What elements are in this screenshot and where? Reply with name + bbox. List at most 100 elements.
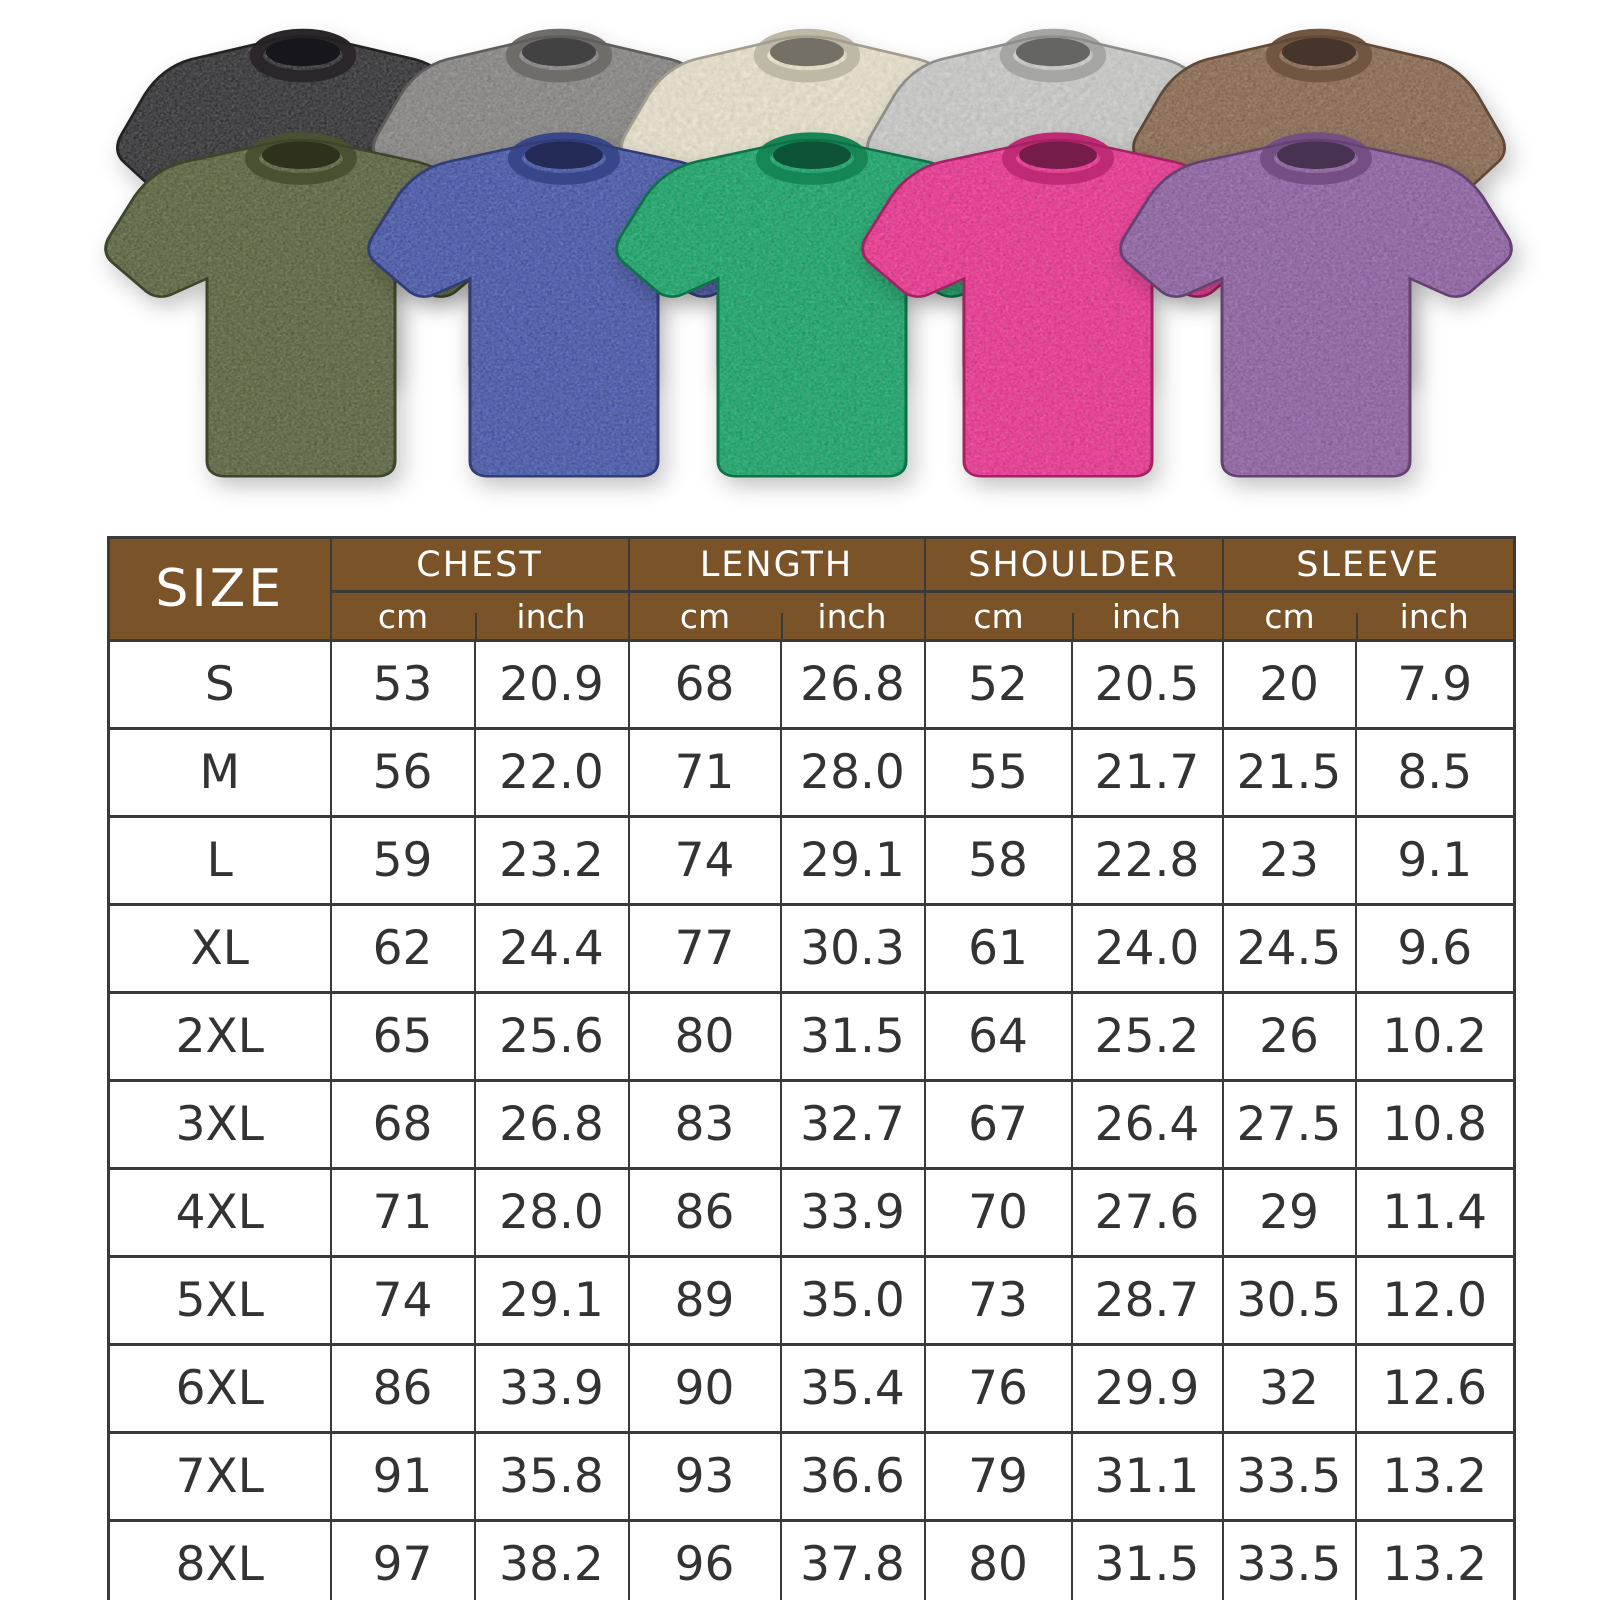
measurement-cell: 74	[627, 815, 781, 905]
collar-opening	[262, 141, 340, 170]
measurement-cell: 56	[329, 727, 475, 817]
measurement-cell: 33.9	[473, 1343, 629, 1433]
size-chart-body: S 53 20.9 68 26.8 52 20.5 20 7.9 M 56 22.0 71 28.0 55 2…	[108, 639, 1515, 1600]
measurement-cell: 23	[1221, 815, 1356, 905]
tshirt-army-green	[104, 132, 498, 478]
measurement-cell: 22.8	[1070, 815, 1223, 905]
tshirt-light-gray	[866, 28, 1240, 383]
measurement-cell: 90	[627, 1343, 781, 1433]
measurement-cell: 9.1	[1354, 815, 1515, 905]
size-label: M	[108, 727, 331, 817]
measurement-cell: 64	[923, 991, 1072, 1081]
measurement-cell: 26.8	[473, 1079, 629, 1169]
measurement-cell: 86	[329, 1343, 475, 1433]
measurement-cell: 9.6	[1354, 903, 1515, 993]
chest-group-header: CHEST	[329, 537, 629, 593]
measurement-cell: 12.6	[1354, 1343, 1515, 1433]
collar-opening	[265, 37, 341, 67]
measurement-cell: 68	[627, 639, 781, 729]
size-label: 2XL	[108, 991, 331, 1081]
measurement-cell: 52	[923, 639, 1072, 729]
measurement-cell: 93	[627, 1431, 781, 1521]
measurement-cell: 20.9	[473, 639, 629, 729]
collar-opening	[521, 37, 597, 67]
sleeve-inch-header: inch	[1355, 591, 1515, 641]
measurement-cell: 74	[329, 1255, 475, 1345]
size-row: 7XL 91 35.8 93 36.6 79 31.1 33.5 13.2	[108, 1431, 1515, 1521]
tshirt-gallery	[104, 28, 1513, 478]
measurement-cell: 91	[329, 1431, 475, 1521]
measurement-cell: 28.7	[1070, 1255, 1223, 1345]
measurement-cell: 32	[1221, 1343, 1356, 1433]
measurement-cell: 26.8	[779, 639, 925, 729]
measurement-cell: 24.5	[1221, 903, 1356, 993]
size-label: 3XL	[108, 1079, 331, 1169]
measurement-cell: 26	[1221, 991, 1356, 1081]
measurement-cell: 35.8	[473, 1431, 629, 1521]
size-row: 2XL 65 25.6 80 31.5 64 25.2 26 10.2	[108, 991, 1515, 1081]
chest-cm-header: cm	[329, 591, 475, 641]
measurement-cell: 33.5	[1221, 1519, 1356, 1600]
collar-band	[249, 28, 357, 83]
measurement-cell: 86	[627, 1167, 781, 1257]
measurement-cell: 29.1	[779, 815, 925, 905]
measurement-cell: 20	[1221, 639, 1356, 729]
measurement-cell: 24.0	[1070, 903, 1223, 993]
length-inch-header: inch	[780, 591, 925, 641]
collar-band	[505, 28, 613, 83]
shoulder-inch-header: inch	[1071, 591, 1223, 641]
size-label: 8XL	[108, 1519, 331, 1600]
collar-opening	[1277, 141, 1355, 170]
measurement-cell: 29.1	[473, 1255, 629, 1345]
measurement-cell: 97	[329, 1519, 475, 1600]
measurement-cell: 23.2	[473, 815, 629, 905]
size-label: S	[108, 639, 331, 729]
collar-opening	[1019, 141, 1097, 170]
measurement-cell: 25.6	[473, 991, 629, 1081]
measurement-cell: 79	[923, 1431, 1072, 1521]
measurement-cell: 29	[1221, 1167, 1356, 1257]
size-row: 6XL 86 33.9 90 35.4 76 29.9 32 12.6	[108, 1343, 1515, 1433]
measurement-cell: 21.7	[1070, 727, 1223, 817]
measurement-cell: 65	[329, 991, 475, 1081]
measurement-cell: 35.4	[779, 1343, 925, 1433]
measurement-cell: 55	[923, 727, 1072, 817]
size-label: 4XL	[108, 1167, 331, 1257]
measurement-cell: 26.4	[1070, 1079, 1223, 1169]
measurement-cell: 62	[329, 903, 475, 993]
size-row: L 59 23.2 74 29.1 58 22.8 23 9.1	[108, 815, 1515, 905]
collar-band	[245, 132, 357, 185]
size-row: 4XL 71 28.0 86 33.9 70 27.6 29 11.4	[108, 1167, 1515, 1257]
measurement-cell: 96	[627, 1519, 781, 1600]
size-chart-table: SIZE CHEST LENGTH SHOULDER SLEEVE cm inc…	[107, 536, 1517, 1600]
tshirt-cream	[620, 28, 994, 383]
measurement-cell: 31.5	[1070, 1519, 1223, 1600]
measurement-cell: 59	[329, 815, 475, 905]
measurement-cell: 38.2	[473, 1519, 629, 1600]
measurement-cell: 28.0	[779, 727, 925, 817]
shoulder-group-header: SHOULDER	[923, 537, 1223, 593]
measurement-cell: 13.2	[1354, 1519, 1515, 1600]
measurement-cell: 80	[923, 1519, 1072, 1600]
size-row: M 56 22.0 71 28.0 55 21.7 21.5 8.5	[108, 727, 1515, 817]
measurement-cell: 31.5	[779, 991, 925, 1081]
measurement-cell: 53	[329, 639, 475, 729]
measurement-cell: 83	[627, 1079, 781, 1169]
collar-opening	[1015, 37, 1091, 67]
sleeve-group-header: SLEEVE	[1221, 537, 1515, 593]
measurement-cell: 22.0	[473, 727, 629, 817]
tshirt-rose-pink	[861, 132, 1255, 478]
size-row: 3XL 68 26.8 83 32.7 67 26.4 27.5 10.8	[108, 1079, 1515, 1169]
measurement-cell: 21.5	[1221, 727, 1356, 817]
measurement-cell: 13.2	[1354, 1431, 1515, 1521]
measurement-cell: 11.4	[1354, 1167, 1515, 1257]
sleeve-cm-header: cm	[1221, 591, 1356, 641]
measurement-cell: 89	[627, 1255, 781, 1345]
measurement-cell: 76	[923, 1343, 1072, 1433]
collar-opening	[525, 141, 603, 170]
collar-band	[508, 132, 620, 185]
collar-band	[1002, 132, 1114, 185]
collar-opening	[769, 37, 845, 67]
collar-opening	[773, 141, 851, 170]
